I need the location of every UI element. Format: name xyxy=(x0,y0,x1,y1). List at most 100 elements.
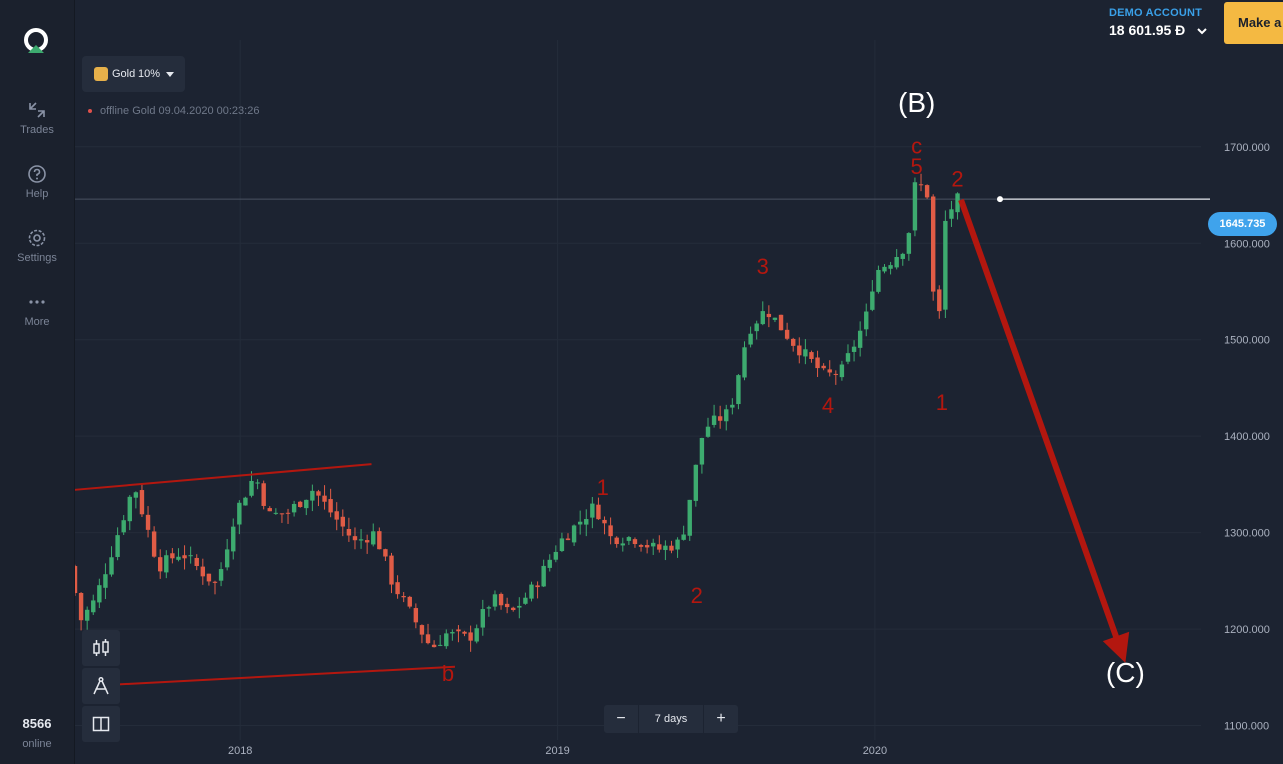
candle-body xyxy=(480,609,485,628)
chart-type-button[interactable] xyxy=(82,630,120,666)
period-decrease-button[interactable]: − xyxy=(604,705,639,733)
candle-body xyxy=(717,416,723,421)
wave-label: (C) xyxy=(1106,657,1145,688)
candle-body xyxy=(565,538,571,541)
candle-body xyxy=(255,482,260,484)
candle-body xyxy=(736,375,741,405)
app-logo[interactable] xyxy=(22,27,50,55)
candle-body xyxy=(182,555,187,559)
period-increase-button[interactable]: + xyxy=(703,705,738,733)
sidebar-item-settings[interactable]: Settings xyxy=(0,228,74,264)
candle-body xyxy=(791,338,796,346)
candle-body xyxy=(669,545,674,551)
wave-label: 5 xyxy=(911,154,923,179)
candle-body xyxy=(535,585,540,588)
y-tick-label: 1400.000 xyxy=(1224,431,1270,443)
candle-body xyxy=(657,544,662,550)
wave-label: 4 xyxy=(822,393,834,418)
candle-body xyxy=(693,464,699,501)
make-deposit-button[interactable]: Make a xyxy=(1224,2,1283,44)
candle-body xyxy=(249,480,254,496)
candle-body xyxy=(547,559,552,568)
sidebar-item-more[interactable]: More xyxy=(0,292,74,328)
candle-body xyxy=(608,525,613,537)
candle-body xyxy=(200,566,206,577)
candle-body xyxy=(577,521,583,525)
candle-body xyxy=(553,551,559,560)
candle-body xyxy=(170,553,175,559)
candle-body xyxy=(243,497,248,506)
wave-label: 2 xyxy=(691,583,703,608)
candle-body xyxy=(145,514,151,530)
candle-body xyxy=(498,593,504,606)
candle-body xyxy=(687,499,692,536)
candle-body xyxy=(456,629,461,632)
candle-body xyxy=(894,256,899,268)
candle-body xyxy=(596,504,601,520)
candle-body xyxy=(803,349,808,357)
candle-body xyxy=(924,185,930,198)
asset-name: Gold xyxy=(112,68,136,80)
y-tick-label: 1500.000 xyxy=(1224,335,1270,347)
candle-body xyxy=(383,549,388,557)
status-dot xyxy=(88,109,92,114)
candle-body xyxy=(900,253,905,259)
candle-body xyxy=(748,333,753,345)
wave-label: c xyxy=(911,134,922,159)
y-tick-label: 1600.000 xyxy=(1224,238,1270,250)
trend-line[interactable] xyxy=(107,665,456,687)
y-tick-label: 1200.000 xyxy=(1224,624,1270,636)
candle-body xyxy=(358,539,364,541)
gold-icon xyxy=(94,67,108,81)
candle-body xyxy=(291,503,297,513)
asset-selector[interactable]: Gold 10% xyxy=(82,56,185,92)
candle-body xyxy=(127,496,132,522)
candle-body xyxy=(845,353,851,362)
candle-body xyxy=(389,555,394,585)
candle-body xyxy=(559,538,565,552)
candle-body xyxy=(955,193,960,213)
candle-body xyxy=(468,632,473,641)
candle-body xyxy=(651,542,656,547)
sidebar-item-help[interactable]: Help xyxy=(0,164,74,200)
layout-button[interactable] xyxy=(82,706,120,742)
projection-arrow[interactable] xyxy=(958,198,1130,663)
wave-label: (B) xyxy=(898,87,935,118)
candle-body xyxy=(431,644,437,648)
candle-body xyxy=(778,314,784,331)
sidebar-item-trades[interactable]: Trades xyxy=(0,100,74,136)
split-view-icon xyxy=(92,716,110,732)
trades-icon xyxy=(29,102,45,118)
candle-body xyxy=(784,329,790,339)
candle-body xyxy=(754,323,759,332)
wave-label: 1 xyxy=(597,475,609,500)
drawing-tools-button[interactable] xyxy=(82,668,120,704)
asset-status-text: offline Gold 09.04.2020 00:23:26 xyxy=(100,105,260,117)
candle-body xyxy=(906,233,912,254)
candle-body xyxy=(711,415,717,425)
candle-body xyxy=(705,426,711,437)
candle-body xyxy=(851,346,857,352)
candle-body xyxy=(206,573,212,582)
candle-body xyxy=(84,609,90,621)
candles-icon xyxy=(93,639,109,656)
account-balance[interactable]: 18 601.95 Đ xyxy=(1109,22,1186,38)
candle-body xyxy=(571,525,577,543)
candle-body xyxy=(377,531,382,550)
settings-icon xyxy=(28,229,46,247)
candle-body xyxy=(304,499,309,509)
candle-body xyxy=(675,539,680,550)
candle-body xyxy=(809,352,814,359)
candle-body xyxy=(237,502,242,525)
sidebar-item-label: More xyxy=(24,316,50,328)
trend-line[interactable] xyxy=(70,463,372,492)
candle-body xyxy=(876,269,881,292)
candle-body xyxy=(742,347,747,378)
candle-body xyxy=(352,536,358,541)
online-label: online xyxy=(22,738,52,750)
period-label[interactable]: 7 days xyxy=(654,713,688,725)
asset-status: offline Gold 09.04.2020 00:23:26 xyxy=(88,105,259,117)
candle-body xyxy=(103,574,108,588)
chevron-down-icon[interactable] xyxy=(1196,25,1208,37)
